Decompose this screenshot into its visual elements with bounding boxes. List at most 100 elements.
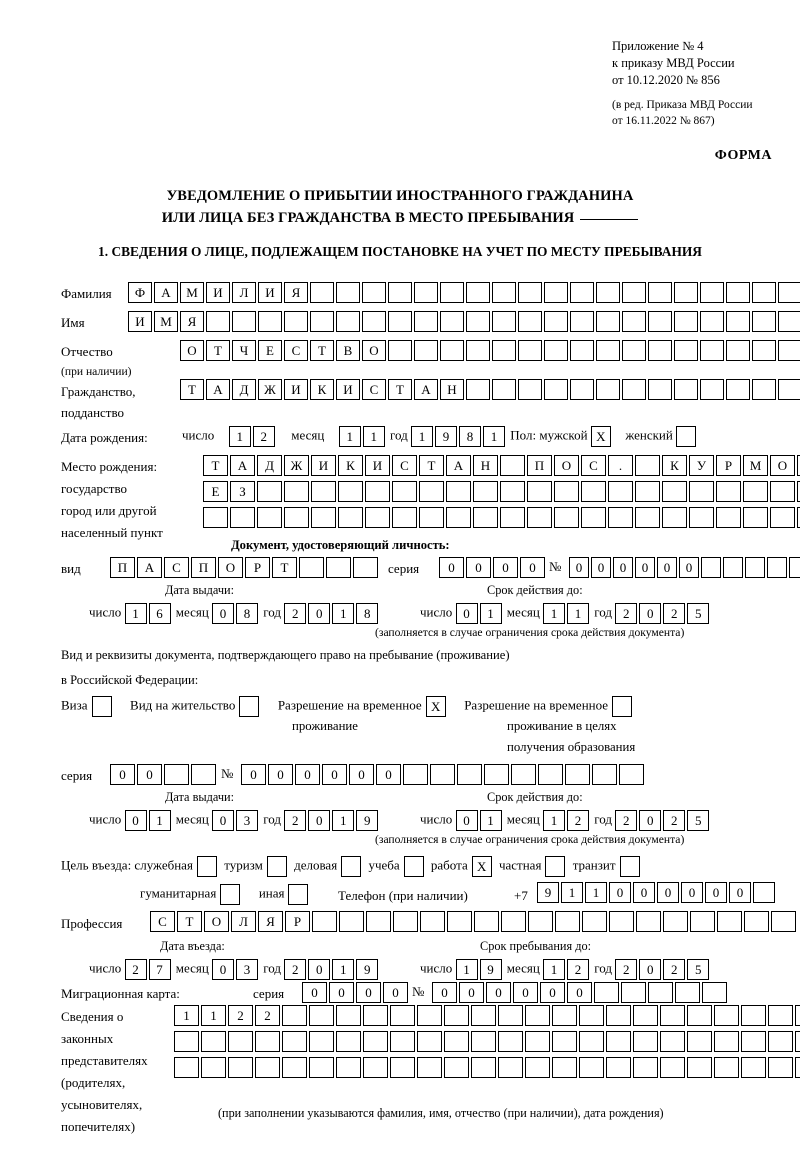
char-cell[interactable]: 8 [356,603,379,624]
char-cell[interactable]: 2 [252,426,275,447]
char-cell[interactable] [310,282,334,303]
char-cell[interactable] [466,379,490,400]
char-cell[interactable] [518,282,542,303]
char-cell[interactable]: 1 [228,426,251,447]
char-cell[interactable] [674,379,698,400]
char-cell[interactable] [538,764,563,785]
char-cell[interactable]: . [608,455,633,476]
char-cell[interactable] [714,1057,739,1078]
char-cell[interactable] [648,982,673,1003]
char-cell[interactable] [606,1057,631,1078]
char-cell[interactable]: Н [440,379,464,400]
char-cell[interactable] [492,379,516,400]
char-cell[interactable]: 1 [362,426,385,447]
char-cell[interactable] [417,1031,442,1052]
char-cell[interactable] [440,311,464,332]
char-cell[interactable]: 0 [633,882,655,903]
char-cell[interactable]: 0 [466,557,491,578]
char-cell[interactable] [795,1031,800,1052]
char-cell[interactable]: 0 [639,810,662,831]
char-cell[interactable] [741,1031,766,1052]
char-cell[interactable]: 1 [479,810,502,831]
char-cell[interactable] [518,311,542,332]
char-cell[interactable] [745,557,765,578]
char-cell[interactable] [498,1005,523,1026]
char-cell[interactable]: 0 [376,764,401,785]
char-cell[interactable]: 0 [569,557,589,578]
char-cell[interactable]: 0 [493,557,518,578]
char-cell[interactable]: Д [232,379,256,400]
char-cell[interactable] [336,311,360,332]
char-cell[interactable]: 2 [284,603,307,624]
char-cell[interactable] [311,481,336,502]
char-cell[interactable]: 0 [486,982,511,1003]
char-cell[interactable] [700,311,724,332]
char-cell[interactable] [338,481,363,502]
char-cell[interactable]: 0 [295,764,320,785]
char-cell[interactable] [701,557,721,578]
purpose-study-checkbox[interactable] [403,856,424,877]
char-cell[interactable] [484,764,509,785]
char-cell[interactable] [284,507,309,528]
char-cell[interactable] [230,507,255,528]
char-cell[interactable] [789,557,800,578]
char-cell[interactable]: 0 [455,603,478,624]
char-cell[interactable]: 9 [435,426,458,447]
char-cell[interactable] [388,340,412,361]
char-cell[interactable]: Я [180,311,204,332]
char-cell[interactable]: А [154,282,178,303]
purpose-humanitarian-checkbox[interactable] [220,884,241,905]
char-cell[interactable]: 0 [639,603,662,624]
char-cell[interactable] [339,911,364,932]
char-cell[interactable]: 0 [591,557,611,578]
char-cell[interactable] [726,379,750,400]
char-cell[interactable] [633,1057,658,1078]
char-cell[interactable]: М [154,311,178,332]
char-cell[interactable] [596,340,620,361]
char-cell[interactable] [390,1005,415,1026]
char-cell[interactable] [518,340,542,361]
char-cell[interactable] [471,1031,496,1052]
char-cell[interactable]: О [218,557,243,578]
char-cell[interactable] [447,911,472,932]
char-cell[interactable] [527,507,552,528]
char-cell[interactable] [471,1057,496,1078]
char-cell[interactable] [570,282,594,303]
char-cell[interactable]: 0 [459,982,484,1003]
char-cell[interactable] [282,1031,307,1052]
char-cell[interactable] [716,481,741,502]
char-cell[interactable] [498,1057,523,1078]
char-cell[interactable]: Ч [232,340,256,361]
char-cell[interactable]: 0 [110,764,135,785]
char-cell[interactable] [255,1031,280,1052]
char-cell[interactable] [518,379,542,400]
char-cell[interactable] [474,911,499,932]
residence-permit-checkbox[interactable] [239,696,260,717]
char-cell[interactable]: Т [180,379,204,400]
char-cell[interactable]: Т [177,911,202,932]
sex-female-checkbox[interactable] [676,426,697,447]
char-cell[interactable]: П [527,455,552,476]
char-cell[interactable]: 0 [681,882,703,903]
char-cell[interactable] [336,282,360,303]
char-cell[interactable]: М [180,282,204,303]
char-cell[interactable]: С [581,455,606,476]
char-cell[interactable] [579,1031,604,1052]
char-cell[interactable]: И [206,282,230,303]
char-cell[interactable]: П [110,557,135,578]
char-cell[interactable]: 1 [543,959,566,980]
char-cell[interactable]: А [446,455,471,476]
char-cell[interactable]: 8 [236,603,259,624]
char-cell[interactable] [365,507,390,528]
char-cell[interactable] [608,481,633,502]
char-cell[interactable]: 0 [679,557,699,578]
char-cell[interactable] [544,340,568,361]
